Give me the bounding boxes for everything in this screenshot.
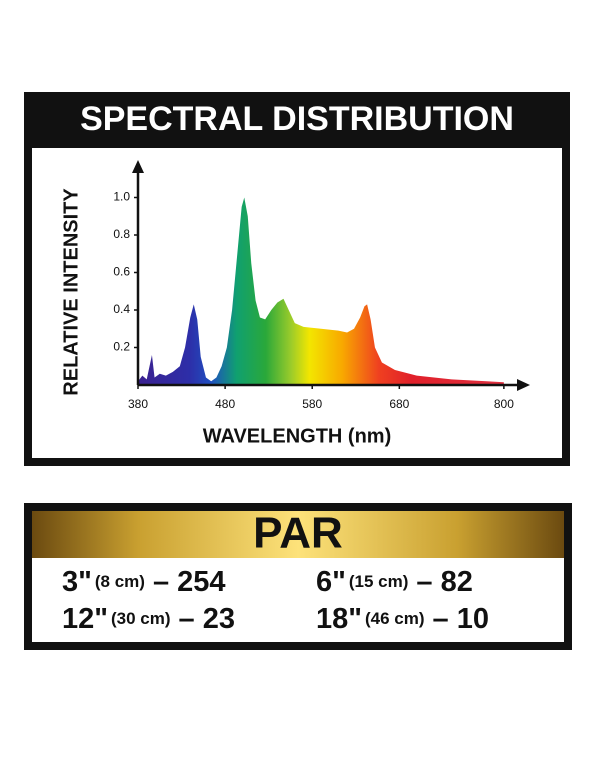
x-tick-label: 580: [302, 397, 322, 411]
y-axis-arrow: [132, 160, 144, 173]
x-tick-label: 480: [215, 397, 235, 411]
par-entry: 18" (46 cm) –10: [316, 603, 489, 635]
y-tick-label: 0.4: [113, 302, 130, 316]
y-axis-label: RELATIVE INTENSITY: [60, 188, 82, 396]
par-distance: 18": [316, 603, 362, 635]
y-tick-label: 0.8: [113, 227, 130, 241]
par-value: 23: [203, 603, 235, 635]
par-header: [32, 511, 564, 558]
x-axis-arrow: [517, 379, 530, 391]
par-entry: 6" (15 cm) –82: [316, 566, 473, 598]
par-separator: –: [153, 566, 169, 598]
y-tick-label: 0.2: [113, 340, 130, 354]
par-separator: –: [179, 603, 195, 635]
par-value: 10: [457, 603, 489, 635]
par-metric: (8 cm): [95, 572, 145, 591]
x-axis-label: WAVELENGTH (nm): [203, 425, 392, 447]
par-metric: (15 cm): [349, 572, 409, 591]
spectrum-area: [138, 197, 504, 385]
par-value: 254: [177, 566, 225, 598]
chart-panel: [32, 148, 562, 458]
par-separator: –: [433, 603, 449, 635]
par-distance: 3": [62, 566, 92, 598]
par-distance: 6": [316, 566, 346, 598]
par-metric: (46 cm): [365, 609, 425, 628]
par-metric: (30 cm): [111, 609, 171, 628]
x-tick-label: 680: [389, 397, 409, 411]
y-tick-label: 1.0: [113, 190, 130, 204]
par-separator: –: [416, 566, 432, 598]
par-value: 82: [441, 566, 473, 598]
par-panel: [32, 558, 564, 642]
par-entry: 3" (8 cm) –254: [62, 566, 226, 598]
par-entry: 12" (30 cm) –23: [62, 603, 235, 635]
par-title: PAR: [253, 509, 343, 558]
x-tick-label: 800: [494, 397, 514, 411]
par-distance: 12": [62, 603, 108, 635]
x-tick-label: 380: [128, 397, 148, 411]
y-tick-label: 0.6: [113, 265, 130, 279]
chart-title: SPECTRAL DISTRIBUTION: [80, 100, 514, 138]
